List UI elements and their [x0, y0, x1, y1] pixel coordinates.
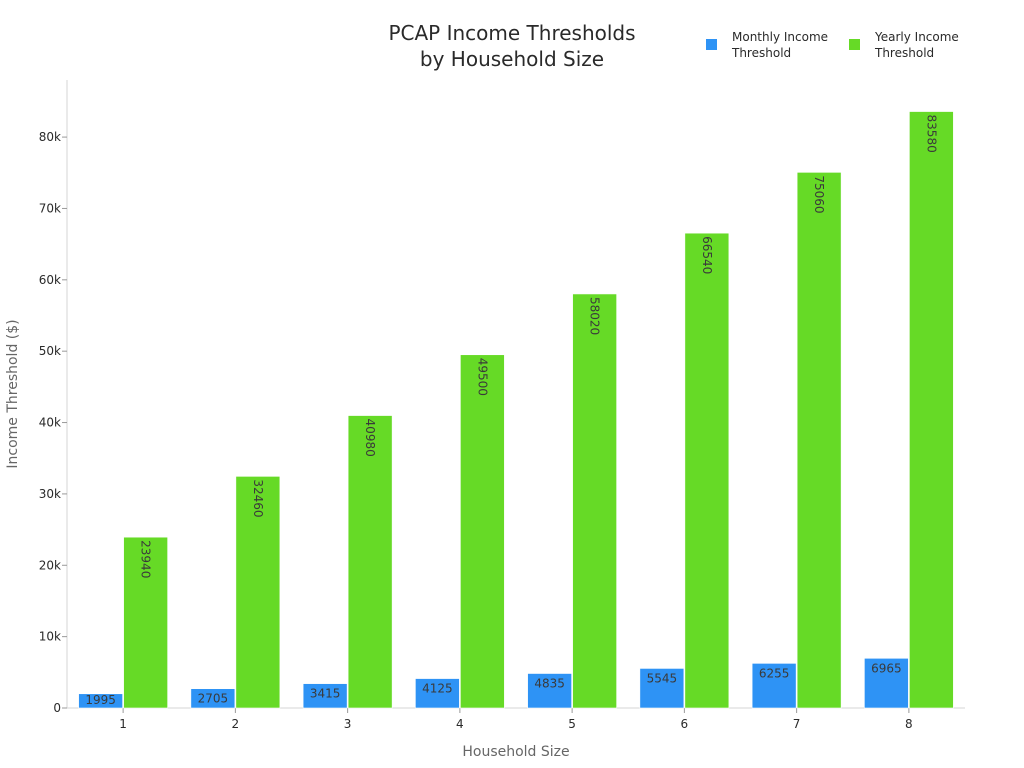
x-tick-label: 7 [793, 717, 801, 731]
bar-monthly [302, 683, 348, 709]
y-tick-label: 70k [39, 201, 61, 215]
y-tick-label: 60k [39, 273, 61, 287]
bar-yearly [235, 476, 281, 709]
data-label-monthly: 6965 [871, 661, 902, 675]
bar-yearly [909, 111, 954, 709]
bar-monthly [864, 657, 909, 709]
data-label-monthly: 4125 [422, 682, 453, 696]
legend-swatch-monthly [706, 39, 717, 50]
bar-yearly [123, 536, 168, 709]
legend: Monthly Income Threshold Yearly Income Thre… [706, 30, 959, 60]
data-label-yearly: 83580 [924, 115, 938, 153]
data-label-yearly: 32460 [251, 479, 265, 517]
y-axis-title: Income Threshold ($) [5, 319, 21, 468]
legend-label: Monthly Income [732, 30, 828, 44]
legend-label: Yearly Income [874, 30, 959, 44]
x-tick-label: 3 [344, 717, 352, 731]
x-tick-label: 5 [568, 717, 576, 731]
x-tick-label: 6 [681, 717, 689, 731]
data-label-monthly: 1995 [85, 693, 116, 707]
data-label-yearly: 58020 [588, 297, 602, 335]
bar-monthly [639, 668, 685, 709]
data-label-monthly: 4835 [534, 676, 565, 690]
y-tick-label: 0 [53, 701, 61, 715]
y-tick-label: 10k [39, 630, 61, 644]
y-tick-label: 20k [39, 558, 61, 572]
y-axis: 0 10k 20k 30k 40k 50k 60k 70k 80k [39, 80, 68, 715]
bar-yearly [572, 293, 617, 709]
legend-label: Threshold [731, 46, 791, 60]
x-tick-label: 2 [232, 717, 240, 731]
x-axis: 1 2 3 4 5 6 7 8 [67, 707, 965, 731]
y-tick-label: 40k [39, 416, 61, 430]
chart-title-line-1: PCAP Income Thresholds [388, 21, 635, 45]
data-label-yearly: 49500 [475, 358, 489, 396]
bar-yearly [347, 415, 393, 709]
bars [78, 111, 954, 709]
bar-monthly [78, 693, 123, 709]
y-tick-label: 30k [39, 487, 61, 501]
data-labels: 1995 23940 2705 32460 3415 40980 4125 49500 4835… [85, 115, 938, 707]
legend-swatch-yearly [849, 39, 860, 50]
data-label-monthly: 6255 [759, 666, 790, 680]
x-tick-label: 1 [119, 717, 127, 731]
bar-monthly [751, 663, 797, 709]
y-tick-label: 50k [39, 344, 61, 358]
bar-yearly [684, 232, 730, 709]
bar-monthly [190, 688, 236, 709]
chart-title: PCAP Income Thresholds by Household Size [388, 21, 635, 71]
data-label-monthly: 5545 [647, 671, 678, 685]
data-label-yearly: 66540 [700, 236, 714, 274]
chart-title-line-2: by Household Size [420, 47, 604, 71]
data-label-monthly: 2705 [198, 692, 229, 706]
data-label-yearly: 40980 [363, 419, 377, 457]
y-tick-label: 80k [39, 130, 61, 144]
legend-label: Threshold [874, 46, 934, 60]
bar-monthly [415, 678, 460, 709]
bar-yearly [796, 172, 842, 709]
data-label-monthly: 3415 [310, 687, 341, 701]
data-label-yearly: 75060 [812, 175, 826, 213]
x-axis-title: Household Size [462, 744, 569, 760]
data-label-yearly: 23940 [139, 540, 153, 578]
x-tick-label: 8 [905, 717, 913, 731]
bar-monthly [527, 673, 572, 709]
x-tick-label: 4 [456, 717, 464, 731]
bar-yearly [460, 354, 505, 709]
